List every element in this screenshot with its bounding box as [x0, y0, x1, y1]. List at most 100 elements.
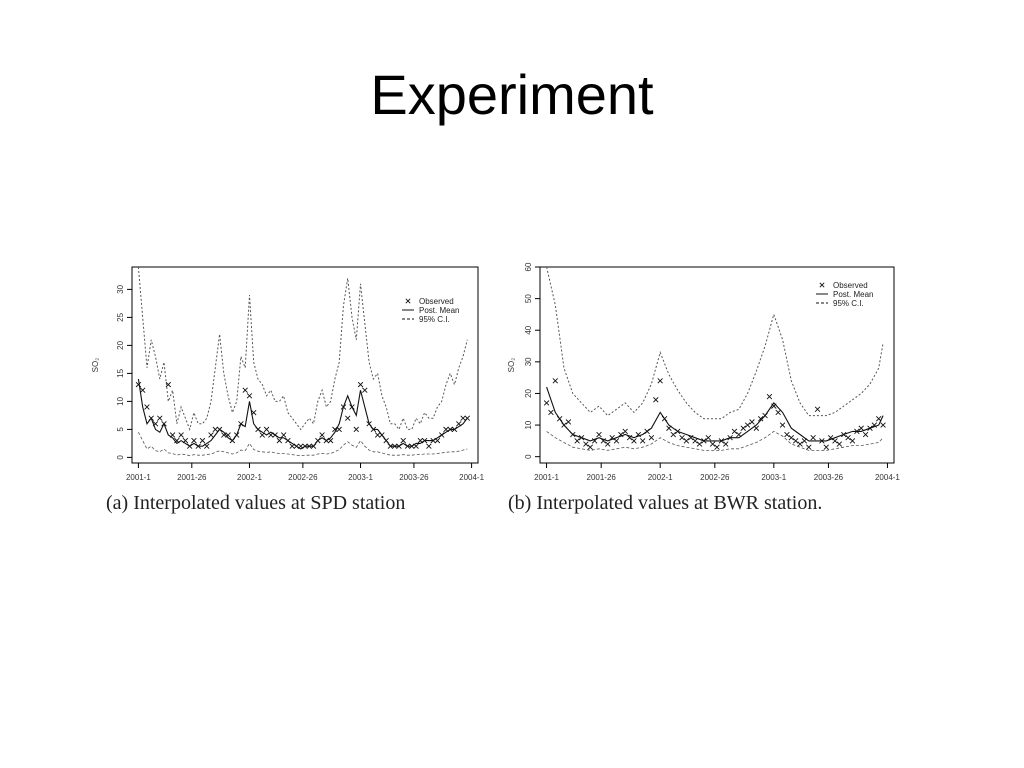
spd-observed-point [178, 432, 184, 438]
spd-observed-point [327, 437, 334, 444]
bwr-observed-point [740, 425, 746, 431]
bwr-observed-point [648, 434, 655, 441]
spd-y-tick-label: 15 [116, 368, 125, 377]
spd-observed-point [443, 426, 449, 433]
bwr-observed-point [683, 438, 690, 444]
spd-observed-point [362, 387, 368, 393]
bwr-observed-point [714, 444, 720, 450]
spd-observed-point [251, 409, 257, 416]
spd-y-tick-label: 30 [116, 284, 125, 293]
bwr-x-tick-label: 2001-26 [587, 473, 617, 482]
bwr-observed-point [556, 416, 563, 422]
bwr-observed-point [841, 431, 847, 438]
bwr-observed-point [753, 425, 760, 431]
bwr-observed-point [600, 438, 607, 444]
bwr-legend-label: Post. Mean [833, 290, 873, 299]
spd-observed-point [161, 421, 167, 427]
spd-observed-point [285, 437, 291, 444]
bwr-plot-frame [539, 266, 895, 464]
bwr-observed-point [639, 438, 646, 444]
spd-observed-point [289, 443, 295, 449]
spd-observed-point [302, 443, 308, 449]
bwr-y-tick-label: 60 [524, 262, 533, 271]
spd-observed-point [310, 443, 317, 449]
spd-y-tick-label: 25 [116, 312, 125, 321]
bwr-series-line-ci-lower [546, 430, 884, 451]
bwr-observed-point [731, 428, 738, 435]
bwr-y-tick-label: 20 [524, 388, 533, 397]
spd-observed-point [212, 426, 219, 433]
chart-bwr-svg: 0 10 20 30 40 50 60 2001-1 2001-26 2002-1 2002-26 2… [507, 262, 900, 482]
bwr-x-tick-label: 2001-1 [534, 473, 559, 482]
bwr-observed-point [705, 434, 711, 441]
spd-observed-point [374, 432, 381, 438]
spd-observed-point [306, 443, 312, 449]
bwr-observed-point [661, 416, 668, 422]
spd-x-tick-label: 2002-1 [237, 473, 262, 482]
spd-observed-point [174, 437, 180, 444]
spd-observed-point [229, 437, 236, 444]
bwr-legend-marker-observed [819, 282, 825, 288]
bwr-observed-point [670, 431, 677, 438]
bwr-series-line-ci-upper [546, 266, 884, 420]
spd-observed-point [216, 426, 223, 433]
spd-observed-point [259, 432, 266, 438]
spd-observed-point [447, 426, 453, 433]
spd-observed-point [391, 443, 398, 449]
spd-observed-point [379, 432, 385, 438]
bwr-observed-point [784, 431, 790, 438]
spd-observed-point [255, 426, 261, 433]
spd-observed-point [208, 432, 214, 438]
spd-observed-point [340, 404, 347, 410]
spd-observed-point [438, 432, 445, 438]
bwr-y-tick-label: 30 [524, 357, 533, 366]
bwr-observed-point [688, 434, 694, 441]
bwr-observed-point [788, 434, 795, 441]
spd-x-tick-label: 2003-26 [399, 473, 429, 482]
bwr-observed-point [854, 428, 860, 435]
bwr-y-tick-label: 0 [524, 454, 533, 459]
spd-observed-point [221, 432, 227, 438]
spd-observed-point [370, 426, 377, 433]
bwr-observed-point [543, 400, 550, 406]
bwr-observed-point [766, 393, 773, 400]
bwr-observed-point [779, 422, 786, 428]
bwr-observed-point [583, 441, 589, 447]
bwr-observed-point [709, 441, 716, 447]
spd-observed-point [280, 432, 287, 438]
spd-observed-point [451, 426, 458, 433]
spd-plot-frame [131, 266, 479, 464]
bwr-y-tick-label: 40 [524, 325, 533, 334]
spd-series-line-ci-upper [137, 266, 468, 432]
spd-y-tick-label: 10 [116, 396, 125, 405]
spd-observed-point [344, 415, 351, 421]
bwr-observed-point [644, 428, 650, 435]
bwr-observed-point [613, 438, 620, 444]
spd-observed-point [186, 443, 193, 449]
spd-observed-point [246, 393, 253, 399]
bwr-observed-point [744, 422, 751, 428]
spd-observed-point [148, 415, 154, 421]
bwr-observed-point [653, 397, 659, 403]
bwr-observed-point [797, 441, 803, 447]
slide-title: Experiment [370, 63, 654, 126]
spd-observed-point [400, 437, 406, 444]
bwr-observed-point [819, 438, 825, 444]
spd-observed-point [204, 443, 210, 449]
spd-observed-point [464, 415, 471, 421]
bwr-observed-point [757, 416, 764, 422]
spd-observed-point [417, 437, 424, 444]
caption-spd: (a) Interpolated values at SPD station [106, 492, 406, 514]
spd-observed-point [315, 437, 321, 444]
bwr-observed-point [618, 431, 624, 438]
bwr-observed-point [736, 431, 742, 438]
spd-y-axis-label: SO₂ [91, 358, 100, 373]
spd-observed-point [319, 432, 325, 438]
spd-observed-point [157, 415, 163, 421]
spd-observed-point [430, 437, 436, 444]
spd-observed-point [225, 432, 231, 438]
bwr-observed-point [631, 438, 637, 444]
spd-legend-label: 95% C.I. [419, 315, 450, 324]
bwr-observed-point [827, 434, 834, 441]
spd-observed-point [353, 426, 359, 433]
